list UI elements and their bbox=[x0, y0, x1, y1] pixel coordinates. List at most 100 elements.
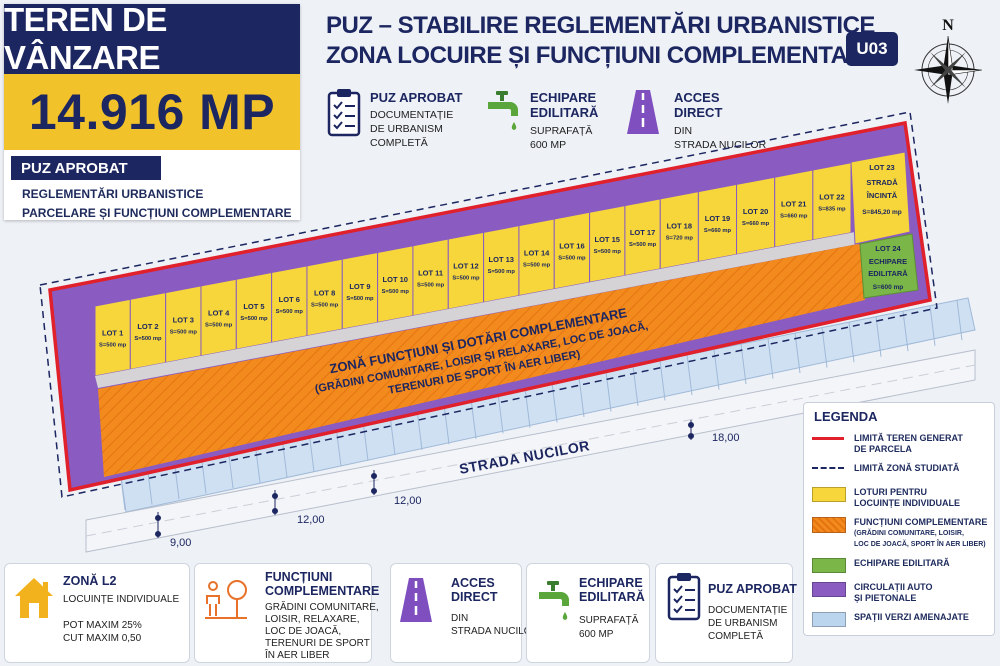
card-line: ÎN AER LIBER bbox=[265, 650, 330, 661]
feature-title: PUZ APROBAT bbox=[370, 90, 463, 105]
feature-title: ECHIPARE EDILITARĂ bbox=[530, 90, 598, 120]
legend-label: FUNCȚIUNI COMPLEMENTARE bbox=[854, 517, 988, 527]
lot-name: LOT 6 bbox=[279, 295, 300, 304]
card-complementary: FUNCȚIUNI COMPLEMENTARE GRĂDINI COMUNITA… bbox=[194, 563, 379, 663]
strip-divider bbox=[956, 300, 963, 341]
compass-north-label: N bbox=[942, 17, 954, 34]
lot-area: S=660 mp bbox=[780, 214, 808, 220]
lot-area: S=660 mp bbox=[704, 228, 732, 234]
card-access: ACCES DIRECT DIN STRADA NUCILOR bbox=[390, 563, 539, 663]
lot-name: LOT 21 bbox=[781, 200, 806, 209]
legend-label: LOTURI PENTRU LOCUINȚE INDIVIDUALE bbox=[854, 487, 961, 508]
card-line: 600 MP bbox=[579, 629, 614, 640]
legend-symbol bbox=[812, 437, 844, 440]
card-line: SUPRAFAȚĂ bbox=[579, 615, 639, 626]
strip-divider bbox=[659, 360, 666, 401]
title-box: TEREN DE VÂNZARE 14.916 MP PUZ APROBAT R… bbox=[4, 1, 300, 223]
card-line: CUT MAXIM 0,50 bbox=[63, 633, 142, 644]
card-title: PUZ APROBAT bbox=[708, 582, 797, 596]
feature-line: DE URBANISM bbox=[370, 123, 443, 135]
legend-symbol bbox=[812, 612, 846, 627]
lot-name: LOT 15 bbox=[595, 235, 620, 244]
lot-area: S=500 mp bbox=[523, 262, 551, 268]
lot-24-line2: ECHIPARE bbox=[869, 257, 907, 266]
lot-area: S=500 mp bbox=[382, 289, 410, 295]
card-title: ZONĂ L2 bbox=[63, 574, 117, 588]
legend-label: SPAȚII VERZI AMENAJATE bbox=[854, 612, 969, 622]
strip-divider bbox=[686, 354, 693, 396]
strip-divider bbox=[524, 387, 531, 428]
lot-name: LOT 14 bbox=[524, 248, 550, 257]
legend-sublabel: (GRĂDINI COMUNITARE, LOISIR, LOC DE JOAC… bbox=[854, 530, 986, 548]
feature-line: DIN bbox=[674, 125, 693, 137]
lot-24-name: LOT 24 bbox=[875, 244, 901, 253]
strip-divider bbox=[875, 316, 882, 357]
card-line: DOCUMENTAȚIE bbox=[708, 605, 788, 616]
strip-divider bbox=[929, 305, 936, 346]
legend-label: LIMITĂ ZONĂ STUDIATĂ bbox=[854, 463, 960, 473]
lot-name: LOT 13 bbox=[489, 255, 514, 264]
legend-label: LIMITĂ TEREN GENERAT DE PARCELA bbox=[854, 433, 963, 454]
lot-area: S=500 mp bbox=[134, 336, 162, 342]
dim-label: 9,00 bbox=[170, 537, 191, 549]
card-puz: PUZ APROBAT DOCUMENTAȚIE DE URBANISM COM… bbox=[655, 563, 797, 663]
strip-divider bbox=[902, 311, 909, 352]
header-title-line1: PUZ – STABILIRE REGLEMENTĂRI URBANISTICE bbox=[326, 12, 875, 39]
card-title: ECHIPARE EDILITARĂ bbox=[579, 576, 645, 604]
strip-divider bbox=[551, 382, 558, 423]
lot-area: S=500 mp bbox=[276, 309, 304, 315]
title-subtitle: REGLEMENTĂRI URBANISTICE PARCELARE ȘI FU… bbox=[22, 185, 292, 223]
card-line: COMPLETĂ bbox=[708, 631, 764, 642]
feature-line: DOCUMENTAȚIE bbox=[370, 109, 454, 121]
study-limit bbox=[39, 111, 938, 498]
zone-code-badge: U03 bbox=[846, 32, 898, 66]
strip-divider bbox=[362, 420, 369, 461]
card-title: ACCES DIRECT bbox=[451, 576, 498, 604]
strip-divider bbox=[794, 333, 801, 374]
lot-23-line3: ÎNCINTĂ bbox=[866, 191, 898, 200]
lot-name: LOT 20 bbox=[743, 207, 768, 216]
faucet-icon bbox=[539, 581, 569, 620]
family-tree-icon bbox=[205, 580, 247, 619]
lot-name: LOT 9 bbox=[349, 282, 370, 291]
legend-symbol bbox=[812, 558, 846, 573]
legend-symbol bbox=[812, 467, 844, 469]
lot-area: S=500 mp bbox=[240, 316, 268, 322]
feature-line: 600 MP bbox=[530, 139, 567, 151]
card-line: GRĂDINI COMUNITARE, bbox=[265, 602, 379, 613]
road-icon bbox=[627, 90, 659, 134]
feature-line: COMPLETĂ bbox=[370, 137, 428, 149]
card-line: TERENURI DE SPORT bbox=[265, 638, 370, 649]
strip-divider bbox=[335, 426, 342, 467]
strip-divider bbox=[497, 393, 504, 434]
lot-area: S=500 mp bbox=[170, 329, 198, 335]
card-line: STRADA NUCILOR bbox=[451, 626, 539, 637]
lot-24-area: S=600 mp bbox=[873, 284, 904, 291]
orange-zone bbox=[98, 244, 865, 477]
green-strip-cells bbox=[119, 300, 963, 511]
legend-symbol bbox=[812, 582, 846, 597]
strip-divider bbox=[767, 338, 774, 379]
lot-name: LOT 12 bbox=[453, 262, 478, 271]
lot-name: LOT 4 bbox=[208, 309, 230, 318]
lot-area: S=500 mp bbox=[205, 323, 233, 329]
faucet-icon bbox=[488, 91, 518, 130]
house-icon bbox=[15, 578, 53, 618]
strip-divider bbox=[389, 415, 396, 456]
card-line: LOCUINȚE INDIVIDUALE bbox=[63, 594, 180, 605]
strip-divider bbox=[848, 322, 855, 363]
dim-label: 18,00 bbox=[712, 432, 740, 444]
lot-area: S=660 mp bbox=[742, 221, 770, 227]
lot-area: S=720 mp bbox=[666, 235, 694, 241]
feature-line: SUPRAFAȚĂ bbox=[530, 125, 593, 137]
legend-label: CIRCULAȚII AUTO ȘI PIETONALE bbox=[854, 582, 933, 603]
lot-name: LOT 3 bbox=[173, 315, 194, 324]
feature-title: ACCES DIRECT bbox=[674, 90, 722, 120]
lot-area: S=500 mp bbox=[629, 242, 657, 248]
lot-area: S=835 mp bbox=[818, 206, 846, 212]
strip-divider bbox=[416, 409, 423, 450]
subtitle-line: REGLEMENTĂRI URBANISTICE bbox=[22, 187, 204, 201]
legend-title: LEGENDA bbox=[814, 409, 878, 424]
lot-name: LOT 18 bbox=[667, 221, 692, 230]
